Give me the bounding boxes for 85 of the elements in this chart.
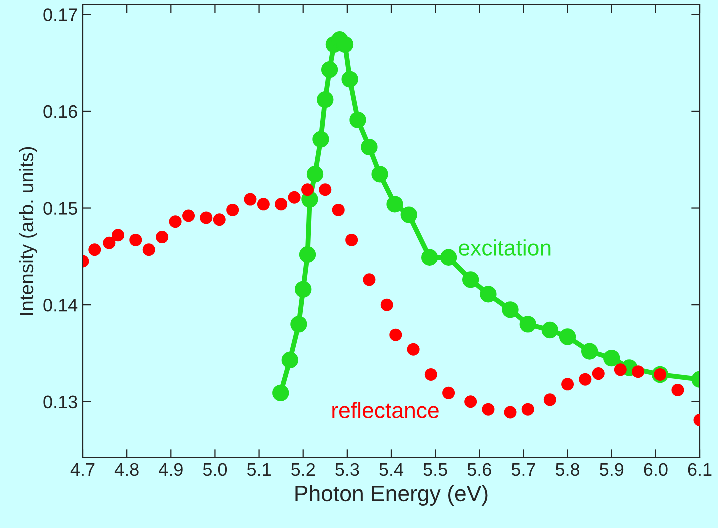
point bbox=[306, 166, 324, 183]
y-tick-label: 0.15 bbox=[44, 202, 78, 215]
point bbox=[350, 112, 366, 129]
point bbox=[542, 322, 558, 339]
x-tick-label: 5.0 bbox=[203, 463, 228, 476]
point bbox=[142, 244, 156, 256]
point bbox=[112, 229, 125, 242]
point bbox=[502, 302, 519, 318]
series-label: reflectance bbox=[332, 402, 439, 418]
point bbox=[559, 328, 576, 346]
point bbox=[288, 191, 301, 204]
point bbox=[390, 328, 402, 342]
x-tick-label: 4.8 bbox=[114, 463, 139, 476]
x-tick-label: 5.4 bbox=[380, 464, 404, 476]
point bbox=[363, 274, 376, 286]
x-tick-label: 5.7 bbox=[512, 464, 536, 476]
series-label: excitation bbox=[459, 240, 551, 256]
x-tick-label: 5.8 bbox=[556, 463, 580, 476]
point bbox=[440, 249, 458, 266]
point bbox=[156, 231, 169, 244]
point bbox=[614, 364, 627, 376]
y-tick-label: 0.16 bbox=[44, 105, 78, 118]
point bbox=[226, 204, 240, 216]
point bbox=[319, 184, 332, 196]
point bbox=[257, 198, 270, 211]
point bbox=[442, 386, 456, 400]
x-axis-title: Photon Energy (eV) bbox=[296, 485, 488, 506]
point bbox=[562, 378, 574, 391]
point bbox=[213, 214, 226, 226]
x-tick-label: 5.5 bbox=[424, 464, 448, 476]
point bbox=[169, 216, 182, 228]
point bbox=[200, 212, 213, 224]
point bbox=[672, 384, 684, 396]
point bbox=[380, 298, 394, 312]
point bbox=[482, 403, 495, 416]
point bbox=[372, 166, 388, 183]
point bbox=[290, 316, 308, 333]
point bbox=[312, 131, 330, 148]
point bbox=[302, 184, 314, 196]
x-tick-label: 6.0 bbox=[644, 463, 668, 476]
point bbox=[424, 368, 438, 382]
point bbox=[272, 384, 290, 402]
x-tick-label: 5.2 bbox=[292, 463, 315, 476]
x-tick-label: 5.1 bbox=[247, 464, 271, 476]
point bbox=[88, 244, 102, 256]
point bbox=[544, 394, 556, 406]
point bbox=[386, 196, 404, 213]
point bbox=[321, 62, 338, 78]
x-tick-label: 4.7 bbox=[70, 464, 95, 476]
point bbox=[282, 352, 298, 369]
point bbox=[581, 343, 598, 360]
x-tick-label: 4.9 bbox=[159, 463, 183, 476]
point bbox=[632, 366, 645, 378]
point bbox=[361, 138, 378, 156]
y-axis-title: Intensity (arb. units) bbox=[19, 147, 38, 316]
point bbox=[520, 316, 536, 333]
x-tick-label: 5.9 bbox=[600, 463, 624, 476]
point bbox=[464, 396, 478, 408]
point bbox=[103, 236, 116, 250]
point bbox=[407, 343, 420, 356]
y-tick-label: 0.17 bbox=[44, 8, 78, 22]
point bbox=[342, 71, 358, 88]
point bbox=[182, 210, 196, 222]
point bbox=[592, 368, 605, 380]
y-tick-label: 0.13 bbox=[44, 396, 78, 409]
point bbox=[295, 281, 312, 298]
y-tick-label: 0.14 bbox=[44, 299, 78, 312]
point bbox=[480, 286, 497, 303]
point bbox=[504, 406, 517, 419]
point bbox=[604, 350, 620, 367]
point bbox=[462, 272, 480, 288]
point bbox=[522, 403, 534, 416]
point bbox=[346, 234, 358, 246]
point bbox=[275, 198, 288, 211]
point bbox=[299, 246, 316, 264]
point bbox=[244, 193, 257, 206]
point bbox=[130, 234, 142, 246]
point bbox=[317, 92, 334, 108]
x-tick-label: 5.3 bbox=[336, 463, 360, 476]
point bbox=[400, 206, 418, 224]
point bbox=[422, 249, 438, 266]
point bbox=[332, 204, 345, 216]
x-tick-label: 6.1 bbox=[688, 463, 712, 476]
point bbox=[579, 373, 592, 386]
x-tick-label: 5.6 bbox=[468, 463, 492, 476]
